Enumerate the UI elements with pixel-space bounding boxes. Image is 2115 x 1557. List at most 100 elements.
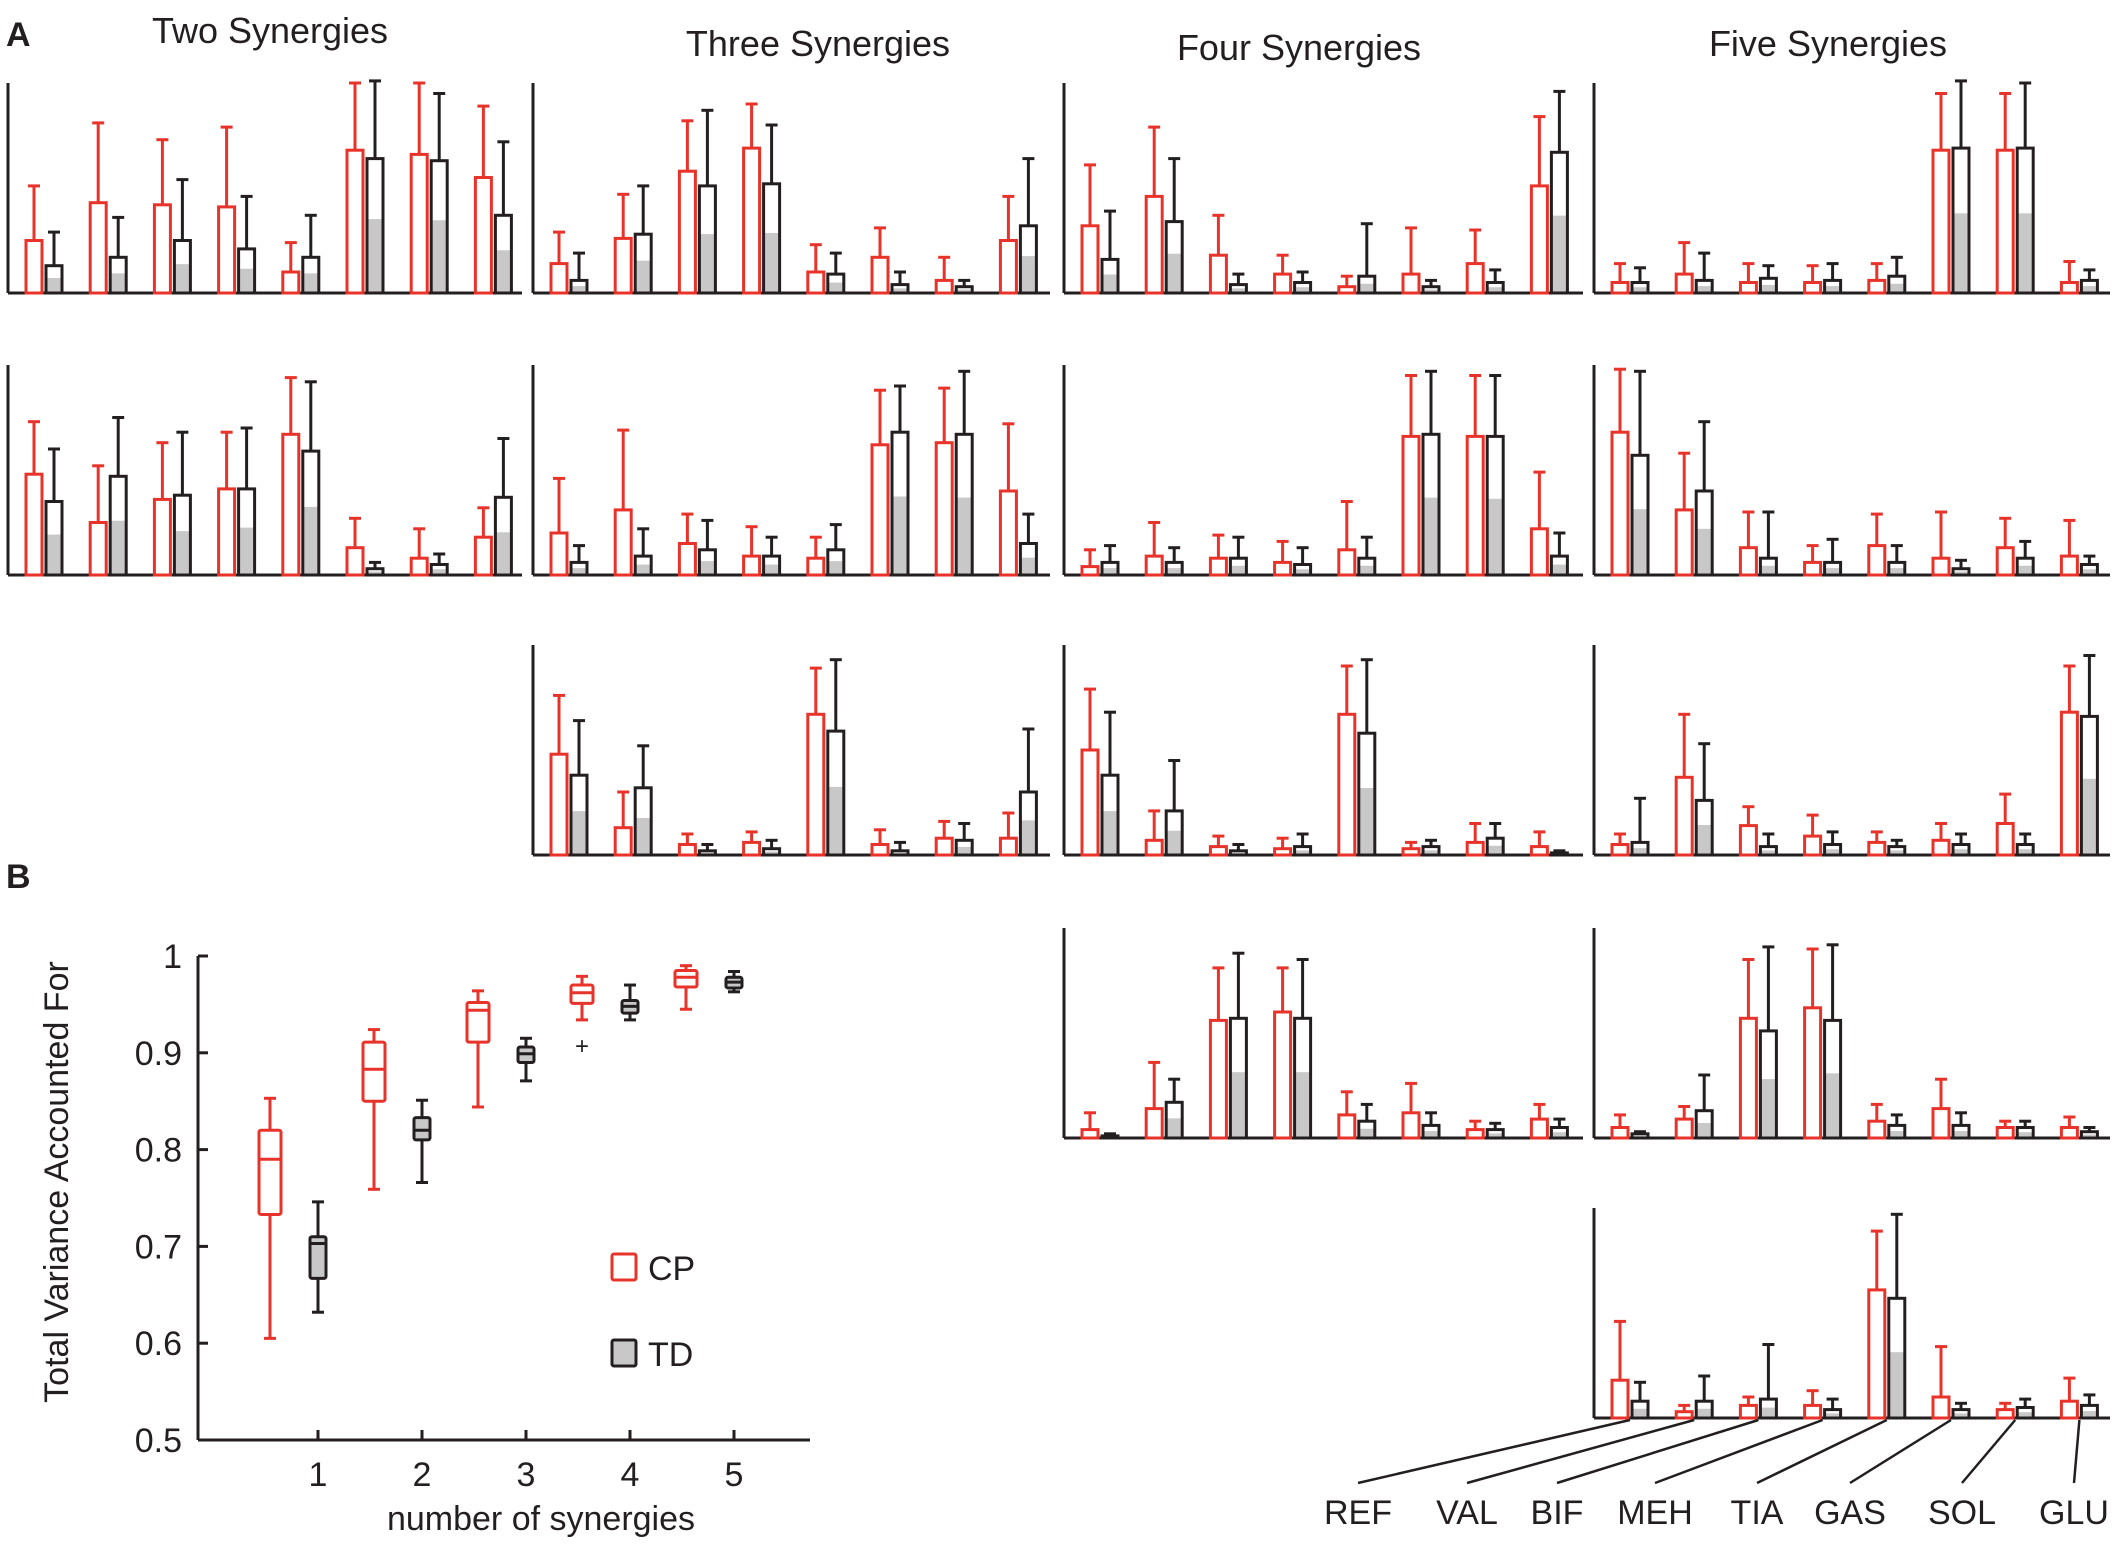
bar-cp-val bbox=[88, 521, 108, 577]
td-bar-fill-meh bbox=[1824, 568, 1841, 575]
td-bar-fill-bif bbox=[1760, 565, 1777, 575]
muscle-axis-labels: REF VAL BIF MEH TIA GAS SOL GLU bbox=[1324, 1418, 2109, 1532]
bar-cp-gas bbox=[1931, 148, 1951, 295]
bar-cp-val bbox=[1674, 775, 1694, 857]
bar-cp-ref bbox=[1080, 1128, 1100, 1140]
bar-cp-glu bbox=[998, 836, 1018, 857]
bar-cp-meh bbox=[1803, 1006, 1823, 1140]
td-bar-fill-val bbox=[1696, 528, 1713, 575]
td-bar-fill-ref bbox=[571, 568, 587, 575]
td-bar-fill-meh bbox=[763, 564, 780, 575]
bar-cp-sol bbox=[409, 152, 429, 295]
td-bar-fill-bif bbox=[699, 234, 716, 293]
bar-cp-bif bbox=[677, 542, 697, 577]
bar-cp-tia bbox=[806, 712, 826, 857]
bar-cp-bif bbox=[1738, 824, 1758, 857]
td-bar-fill-sol bbox=[1487, 498, 1504, 575]
bar-cp-tia bbox=[1337, 1113, 1357, 1140]
synergy-1-plot bbox=[531, 83, 1050, 295]
bar-cp-meh bbox=[742, 840, 762, 857]
td-bar-fill-val bbox=[1696, 1408, 1713, 1418]
bar-cp-bif bbox=[152, 497, 172, 577]
td-bar-fill-glu bbox=[2081, 1411, 2098, 1418]
td-bar-fill-glu bbox=[1551, 1132, 1568, 1138]
bar-cp-bif bbox=[1738, 546, 1758, 577]
bar-cp-meh bbox=[217, 205, 237, 295]
td-bar-fill-bif bbox=[1230, 565, 1247, 575]
bar-cp-gas bbox=[1401, 272, 1421, 295]
bar-cp-gas bbox=[1401, 847, 1421, 857]
cp-outlier-4-0: + bbox=[575, 1033, 589, 1060]
td-bar-fill-tia bbox=[1358, 1128, 1375, 1138]
bar-cp-meh bbox=[1273, 560, 1293, 577]
bar-cp-gas bbox=[1401, 1111, 1421, 1140]
bar-cp-sol bbox=[934, 836, 954, 857]
bar-cp-ref bbox=[1080, 748, 1100, 857]
td-bar-fill-ref bbox=[1632, 287, 1648, 293]
bar-cp-ref bbox=[24, 239, 44, 295]
synergy-1-plot bbox=[6, 79, 522, 295]
bar-cp-meh bbox=[1803, 560, 1823, 577]
bar-cp-meh bbox=[1803, 281, 1823, 295]
td-bar-fill-bif bbox=[174, 531, 191, 575]
td-bar-fill-ref bbox=[46, 277, 62, 293]
bar-cp-ref bbox=[1610, 1378, 1630, 1420]
muscle-label-bif: BIF bbox=[1531, 1494, 1584, 1532]
td-bar-fill-tia bbox=[302, 273, 319, 293]
muscle-label-val: VAL bbox=[1436, 1494, 1498, 1532]
td-box-1 bbox=[308, 1235, 328, 1280]
td-bar-fill-ref bbox=[1632, 848, 1648, 855]
td-bar-fill-bif bbox=[1760, 850, 1777, 855]
synergy-3-plot bbox=[531, 645, 1050, 857]
bar-cp-bif bbox=[1738, 1403, 1758, 1420]
muscle-label-glu: GLU bbox=[2039, 1494, 2109, 1532]
bar-cp-meh bbox=[742, 146, 762, 295]
bar-cp-bif bbox=[1208, 1018, 1228, 1140]
td-bar-fill-val bbox=[635, 818, 652, 855]
bar-cp-bif bbox=[1208, 556, 1228, 577]
td-bar-fill-glu bbox=[1020, 557, 1037, 575]
bar-cp-tia bbox=[1337, 548, 1357, 577]
bar-cp-tia bbox=[281, 270, 301, 295]
bar-cp-tia bbox=[1867, 278, 1887, 295]
td-bar-fill-meh bbox=[1824, 286, 1841, 293]
bar-cp-gas bbox=[1931, 1107, 1951, 1140]
panel-a-bar-charts bbox=[6, 79, 2110, 1420]
leader-line-bif bbox=[1556, 1418, 1759, 1485]
td-bar-fill-glu bbox=[2081, 569, 2098, 575]
bar-cp-sol bbox=[934, 278, 954, 295]
bar-cp-gas bbox=[1931, 1395, 1951, 1420]
bar-cp-gas bbox=[870, 255, 890, 295]
td-bar-fill-ref bbox=[1102, 568, 1118, 575]
synergy-3-plot bbox=[1592, 645, 2110, 857]
bar-cp-tia bbox=[1867, 544, 1887, 577]
td-bar-fill-tia bbox=[827, 561, 844, 575]
panel-b-box-plot: Total Variance Accounted For number of s… bbox=[38, 938, 810, 1538]
td-bar-fill-meh bbox=[763, 851, 780, 855]
legend-swatch-td bbox=[610, 1338, 638, 1368]
title-four-synergies: Four Synergies bbox=[1177, 27, 1421, 68]
y-tick-label-0.7: 0.7 bbox=[135, 1228, 182, 1266]
td-bar-fill-gas bbox=[1423, 289, 1439, 293]
td-bar-fill-val bbox=[1166, 253, 1183, 293]
bar-cp-meh bbox=[1803, 1403, 1823, 1420]
td-bar-fill-gas bbox=[367, 571, 383, 575]
td-bar-fill-bif bbox=[1230, 288, 1247, 293]
td-bar-fill-glu bbox=[2081, 286, 2098, 293]
y-tick-label-0.5: 0.5 bbox=[135, 1422, 182, 1460]
cp-box-2 bbox=[361, 1040, 387, 1103]
td-bar-fill-meh bbox=[1294, 287, 1311, 293]
td-bar-fill-glu bbox=[2081, 778, 2098, 855]
bar-cp-tia bbox=[1867, 1288, 1887, 1420]
td-bar-fill-bif bbox=[1230, 1072, 1247, 1138]
td-bar-fill-bif bbox=[1760, 1079, 1777, 1138]
leader-line-sol bbox=[1961, 1419, 2017, 1484]
td-bar-fill-meh bbox=[1294, 569, 1311, 575]
td-bar-fill-tia bbox=[1888, 1131, 1905, 1138]
title-five-synergies: Five Synergies bbox=[1709, 23, 1947, 64]
td-bar-fill-gas bbox=[1423, 1131, 1439, 1138]
cp-box-1 bbox=[257, 1128, 283, 1216]
synergy-1-plot bbox=[1592, 79, 2110, 295]
bar-cp-glu bbox=[473, 176, 493, 295]
bar-chart-4-synergies bbox=[1062, 83, 1583, 1140]
